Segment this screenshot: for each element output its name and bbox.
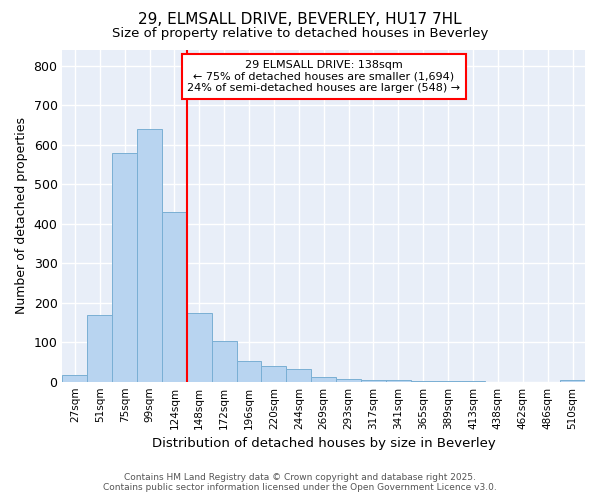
Text: Contains HM Land Registry data © Crown copyright and database right 2025.
Contai: Contains HM Land Registry data © Crown c… (103, 473, 497, 492)
Bar (112, 152, 137, 382)
Bar (411, 381, 436, 382)
Bar (236, 361, 262, 382)
Bar (62, 374, 88, 382)
Text: 29, ELMSALL DRIVE, BEVERLEY, HU17 7HL: 29, ELMSALL DRIVE, BEVERLEY, HU17 7HL (138, 12, 462, 28)
Text: Size of property relative to detached houses in Beverley: Size of property relative to detached ho… (112, 28, 488, 40)
Text: 29 ELMSALL DRIVE: 138sqm
← 75% of detached houses are smaller (1,694)
24% of sem: 29 ELMSALL DRIVE: 138sqm ← 75% of detach… (187, 60, 460, 93)
Bar (311, 377, 336, 382)
Bar (361, 380, 386, 382)
Bar (560, 380, 585, 382)
Bar (262, 366, 286, 382)
Bar (137, 129, 162, 382)
Bar (88, 316, 112, 382)
Bar (187, 312, 212, 382)
Bar (162, 212, 187, 382)
Bar (286, 368, 311, 382)
X-axis label: Distribution of detached houses by size in Beverley: Distribution of detached houses by size … (152, 437, 496, 450)
Bar (386, 380, 411, 382)
Bar (212, 342, 236, 382)
Bar (336, 378, 361, 382)
Y-axis label: Number of detached properties: Number of detached properties (15, 118, 28, 314)
